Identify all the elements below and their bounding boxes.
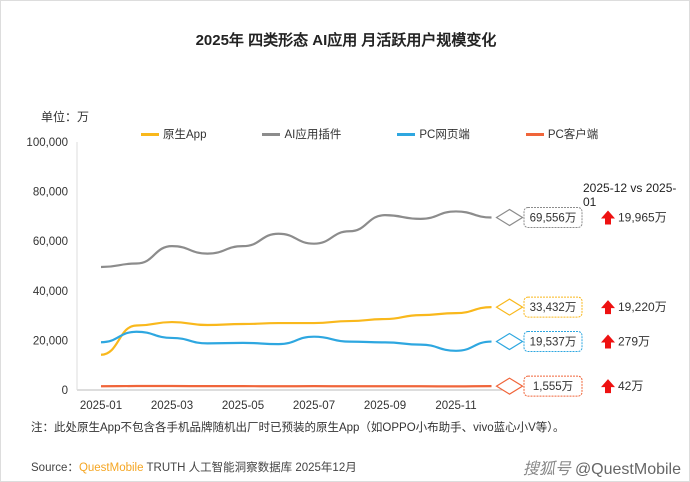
legend-item: 原生App xyxy=(141,126,206,142)
up-arrow-icon xyxy=(601,334,615,349)
x-tick-label: 2025-11 xyxy=(435,400,476,412)
legend-swatch xyxy=(397,132,416,136)
end-value-box xyxy=(523,296,583,318)
source-line: Source：QuestMobile TRUTH 人工智能洞察数据库 2025年… xyxy=(31,459,357,475)
legend-item: AI应用插件 xyxy=(262,126,341,142)
up-arrow-icon xyxy=(601,300,615,315)
legend-label: AI应用插件 xyxy=(284,129,342,141)
x-tick-label: 2025-05 xyxy=(222,400,264,412)
legend-label: PC网页端 xyxy=(419,129,470,141)
series-end-icon xyxy=(495,377,524,395)
x-tick-label: 2025-03 xyxy=(151,400,193,412)
y-tick-label: 40,000 xyxy=(33,286,68,298)
series-end-icon xyxy=(495,298,524,316)
legend-item: PC网页端 xyxy=(397,126,470,142)
y-tick-label: 0 xyxy=(62,385,68,397)
end-value-box xyxy=(523,331,583,353)
up-arrow-icon xyxy=(601,210,615,225)
y-tick-label: 100,000 xyxy=(26,137,68,149)
y-tick-label: 80,000 xyxy=(33,187,68,199)
change-value-label: 19,220万 xyxy=(618,300,667,314)
unit-label: 单位：万 xyxy=(41,110,90,124)
source-prefix: Source： xyxy=(31,462,79,474)
y-tick-label: 20,000 xyxy=(33,335,68,347)
series-line-0 xyxy=(100,305,492,356)
up-arrow-icon xyxy=(601,379,615,394)
footnote: 注：此处原生App不包含各手机品牌随机出厂时已预装的原生App（如OPPO小布助… xyxy=(31,422,565,434)
series-line-2 xyxy=(100,330,492,352)
series-end-icon xyxy=(495,208,524,227)
change-value-label: 42万 xyxy=(618,379,643,393)
legend-label: PC客户端 xyxy=(547,129,599,141)
end-value-label: 33,432万 xyxy=(530,302,577,314)
x-tick-label: 2025-01 xyxy=(80,400,122,412)
end-value-box xyxy=(523,375,583,397)
legend-swatch xyxy=(141,132,159,136)
legend-label: 原生App xyxy=(163,129,207,141)
series-line-1 xyxy=(100,210,492,269)
watermark-handle: @QuestMobile xyxy=(574,461,681,478)
legend-swatch xyxy=(262,132,281,136)
change-value-label: 279万 xyxy=(618,335,650,349)
x-tick-label: 2025-07 xyxy=(293,400,335,412)
series-end-icon xyxy=(495,332,524,351)
comparison-label: 2025-12 vs 2025-01 xyxy=(583,181,677,209)
source-brand: QuestMobile xyxy=(78,462,144,474)
source-rest: TRUTH 人工智能洞察数据库 2025年12月 xyxy=(143,462,357,474)
change-value-label: 19,965万 xyxy=(618,211,667,225)
x-tick-label: 2025-09 xyxy=(364,400,406,412)
legend-item: PC客户端 xyxy=(525,126,599,142)
end-value-label: 19,537万 xyxy=(530,337,577,349)
chart-title: 2025年 四类形态 AI应用 月活跃用户规模变化 xyxy=(195,32,497,49)
end-value-label: 69,556万 xyxy=(530,213,577,225)
end-value-label: 1,555万 xyxy=(533,381,573,393)
watermark: 搜狐号 @QuestMobile xyxy=(523,455,681,479)
y-tick-label: 60,000 xyxy=(33,236,68,248)
legend-swatch xyxy=(525,132,544,136)
legend: 原生App AI应用插件 PC网页端 PC客户端 xyxy=(141,126,654,142)
end-value-box xyxy=(523,207,583,229)
watermark-platform: 搜狐号 xyxy=(522,461,571,478)
